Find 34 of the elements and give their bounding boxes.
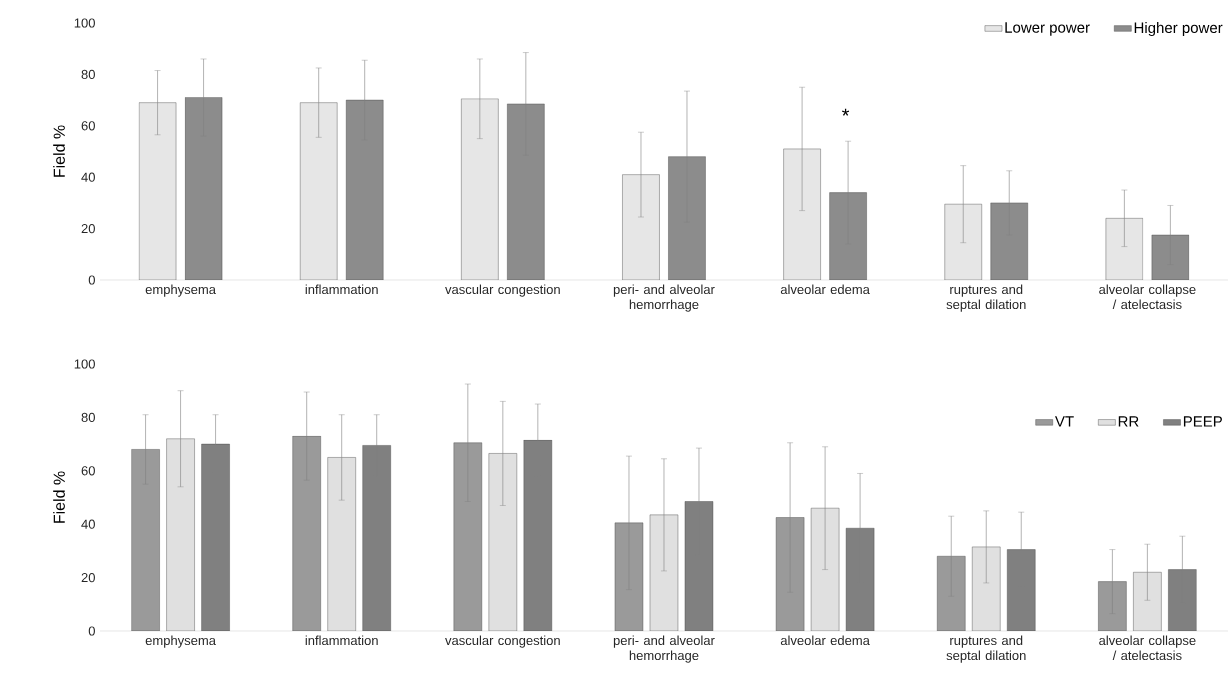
x-tick-label: ruptures and septal dilation: [946, 635, 1026, 663]
y-tick-label: 20: [81, 572, 95, 583]
x-tick-label: vascular congestion: [445, 284, 560, 297]
x-tick-label: alveolar edema: [780, 635, 870, 646]
y-tick-label: 60: [81, 466, 95, 476]
x-tick-label: emphysema: [145, 635, 216, 648]
y-tick-label: 40: [81, 519, 95, 529]
x-tick-label: emphysema: [145, 284, 216, 297]
annotation: *: [842, 108, 850, 116]
y-tick-label: 100: [74, 359, 95, 369]
legend-label: PEEP: [1183, 416, 1222, 427]
y-tick-label: 0: [88, 626, 95, 636]
x-tick-label: alveolar edema: [780, 284, 870, 295]
y-axis-title: Field %: [53, 471, 65, 523]
y-tick-label: 20: [81, 223, 95, 234]
y-tick-label: 80: [81, 69, 95, 79]
y-tick-label: 100: [74, 18, 95, 28]
legend-label: VT: [1055, 416, 1074, 427]
legend-label: RR: [1118, 416, 1139, 427]
legend-label: Higher power: [1134, 22, 1223, 37]
y-tick-label: 40: [81, 172, 95, 182]
x-tick-label: peri- and alveolar hemorrhage: [613, 635, 715, 663]
x-tick-label: inflammation: [305, 284, 378, 295]
legend-label: Lower power: [1005, 22, 1090, 36]
y-axis-title: Field %: [53, 125, 65, 177]
x-tick-label: peri- and alveolar hemorrhage: [613, 284, 715, 312]
x-tick-label: alveolar collapse / atelectasis: [1099, 284, 1196, 310]
x-tick-label: vascular congestion: [445, 635, 560, 648]
y-tick-label: 0: [88, 275, 95, 285]
x-tick-label: ruptures and septal dilation: [946, 284, 1026, 312]
y-tick-label: 60: [81, 121, 95, 131]
y-tick-label: 80: [81, 412, 95, 422]
x-tick-label: inflammation: [305, 635, 378, 646]
x-tick-label: alveolar collapse / atelectasis: [1099, 635, 1196, 661]
